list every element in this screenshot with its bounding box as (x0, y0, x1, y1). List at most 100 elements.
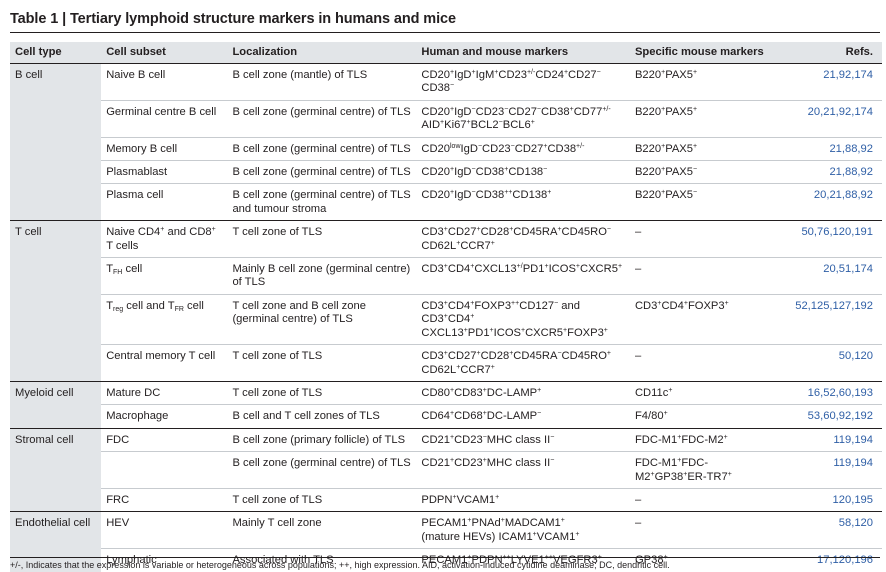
localization: B cell and T cell zones of TLS (227, 404, 417, 429)
table-row: Central memory T cell T cell zone of TLS… (10, 344, 882, 382)
cell-subset: FRC (101, 487, 228, 512)
mouse-markers: B220+PAX5+ (629, 136, 775, 161)
cell-subset: Plasmablast (101, 160, 228, 184)
cell-subset: Macrophage (101, 404, 228, 429)
localization: Mainly B cell zone (germinal centre) of … (227, 257, 417, 295)
localization: T cell zone of TLS (227, 380, 417, 405)
cell-subset: Treg cell and TFR cell (101, 293, 228, 345)
human-mouse-markers: PDPN+VCAM1+ (416, 487, 630, 512)
table-row: Myeloid cell Mature DC T cell zone of TL… (10, 380, 882, 405)
table-row: B cell zone (germinal centre) of TLS CD2… (10, 451, 882, 489)
refs: 21,88,92 (774, 160, 882, 184)
header-refs: Refs. (774, 42, 882, 64)
table-row: TFH cell Mainly B cell zone (germinal ce… (10, 257, 882, 295)
header-cell-type: Cell type (10, 42, 102, 64)
refs: 50,76,120,191 (774, 220, 882, 258)
localization: T cell zone of TLS (227, 220, 417, 258)
human-mouse-markers: CD20lowIgD−CD23−CD27+CD38+/- (416, 136, 630, 161)
localization: B cell zone (germinal centre) of TLS (227, 160, 417, 184)
refs: 53,60,92,192 (774, 404, 882, 429)
markers-table: Cell type Cell subset Localization Human… (10, 42, 882, 572)
mouse-markers: – (629, 487, 775, 512)
refs: 20,51,174 (774, 257, 882, 295)
localization: B cell zone (mantle) of TLS (227, 63, 417, 101)
cell-subset: Central memory T cell (101, 344, 228, 382)
table-row: Endothelial cell HEV Mainly T cell zone … (10, 511, 882, 549)
human-mouse-markers: CD21+CD23−MHC class II− (416, 427, 630, 452)
table-row: FRC T cell zone of TLS PDPN+VCAM1+ – 120… (10, 487, 882, 512)
cell-subset: Mature DC (101, 380, 228, 405)
localization: Mainly T cell zone (227, 511, 417, 549)
table-row: Stromal cell FDC B cell zone (primary fo… (10, 427, 882, 452)
cell-subset: FDC (101, 427, 228, 452)
localization: B cell zone (germinal centre) of TLS (227, 99, 417, 138)
refs: 20,21,88,92 (774, 183, 882, 221)
table-footnote: +/-, Indicates that the expression is va… (10, 560, 670, 570)
mouse-markers: B220+PAX5+ (629, 99, 775, 138)
title-rule (10, 32, 880, 33)
refs: 119,194 (774, 427, 882, 452)
mouse-markers: B220+PAX5− (629, 183, 775, 221)
refs: 58,120 (774, 511, 882, 549)
refs: 21,92,174 (774, 63, 882, 101)
table-row: Germinal centre B cell B cell zone (germ… (10, 99, 882, 138)
mouse-markers: CD3+CD4+FOXP3+ (629, 293, 775, 345)
human-mouse-markers: CD20+IgD−CD23−CD27−CD38+CD77+/- AID+Ki67+… (416, 99, 630, 138)
table-row: Memory B cell B cell zone (germinal cent… (10, 136, 882, 161)
header-row: Cell type Cell subset Localization Human… (10, 42, 882, 64)
human-mouse-markers: CD3+CD4+CXCL13+/PD1+ICOS+CXCR5+ (416, 257, 630, 295)
mouse-markers: FDC-M1+FDC-M2+ (629, 427, 775, 452)
cell-subset: Naive CD4+ and CD8+ T cells (101, 220, 228, 258)
refs: 120,195 (774, 487, 882, 512)
mouse-markers: – (629, 257, 775, 295)
cell-type: Stromal cell (10, 427, 102, 452)
header-mouse-markers: Specific mouse markers (629, 42, 775, 64)
mouse-markers: B220+PAX5+ (629, 63, 775, 101)
cell-type: T cell (10, 220, 102, 258)
human-mouse-markers: CD20+IgD−CD38+CD138− (416, 160, 630, 184)
table-row: Plasmablast B cell zone (germinal centre… (10, 160, 882, 184)
cell-subset: Plasma cell (101, 183, 228, 221)
header-human-mouse-markers: Human and mouse markers (416, 42, 630, 64)
cell-subset: Germinal centre B cell (101, 99, 228, 138)
cell-subset: Naive B cell (101, 63, 228, 101)
refs: 119,194 (774, 451, 882, 489)
localization: B cell zone (germinal centre) of TLS (227, 451, 417, 489)
refs: 16,52,60,193 (774, 380, 882, 405)
mouse-markers: – (629, 220, 775, 258)
mouse-markers: – (629, 511, 775, 549)
localization: B cell zone (germinal centre) of TLS and… (227, 183, 417, 221)
cell-type: B cell (10, 63, 102, 101)
human-mouse-markers: CD3+CD4+FOXP3++CD127− and CD3+CD4+ CXCL13… (416, 293, 630, 345)
human-mouse-markers: CD20+IgD+IgM+CD23+/-CD24+CD27− CD38− (416, 63, 630, 101)
human-mouse-markers: PECAM1+PNAd+MADCAM1+ (mature HEVs) ICAM1+… (416, 511, 630, 549)
mouse-markers: FDC-M1+FDC- M2+GP38+ER-TR7+ (629, 451, 775, 489)
table-row: Macrophage B cell and T cell zones of TL… (10, 404, 882, 429)
human-mouse-markers: CD3+CD27+CD28+CD45RA+CD45RO− CD62L+CCR7+ (416, 220, 630, 258)
mouse-markers: – (629, 344, 775, 382)
refs: 52,125,127,192 (774, 293, 882, 345)
mouse-markers: B220+PAX5− (629, 160, 775, 184)
localization: B cell zone (primary follicle) of TLS (227, 427, 417, 452)
localization: T cell zone of TLS (227, 344, 417, 382)
refs: 50,120 (774, 344, 882, 382)
localization: T cell zone of TLS (227, 487, 417, 512)
cell-subset: Memory B cell (101, 136, 228, 161)
human-mouse-markers: CD21+CD23+MHC class II− (416, 451, 630, 489)
mouse-markers: F4/80+ (629, 404, 775, 429)
table-row: Plasma cell B cell zone (germinal centre… (10, 183, 882, 221)
cell-type: Endothelial cell (10, 511, 102, 549)
table-bottom-rule (10, 557, 880, 558)
human-mouse-markers: CD20+IgD−CD38++CD138+ (416, 183, 630, 221)
table-row: T cell Naive CD4+ and CD8+ T cells T cell… (10, 220, 882, 258)
table-row: Treg cell and TFR cell T cell zone and B… (10, 293, 882, 345)
header-localization: Localization (227, 42, 417, 64)
cell-type: Myeloid cell (10, 380, 102, 405)
header-cell-subset: Cell subset (101, 42, 228, 64)
table-row: B cell Naive B cell B cell zone (mantle)… (10, 63, 882, 101)
refs: 17,120,196 (774, 548, 882, 572)
human-mouse-markers: CD3+CD27+CD28+CD45RA−CD45RO+ CD62L+CCR7+ (416, 344, 630, 382)
localization: B cell zone (germinal centre) of TLS (227, 136, 417, 161)
refs: 21,88,92 (774, 136, 882, 161)
